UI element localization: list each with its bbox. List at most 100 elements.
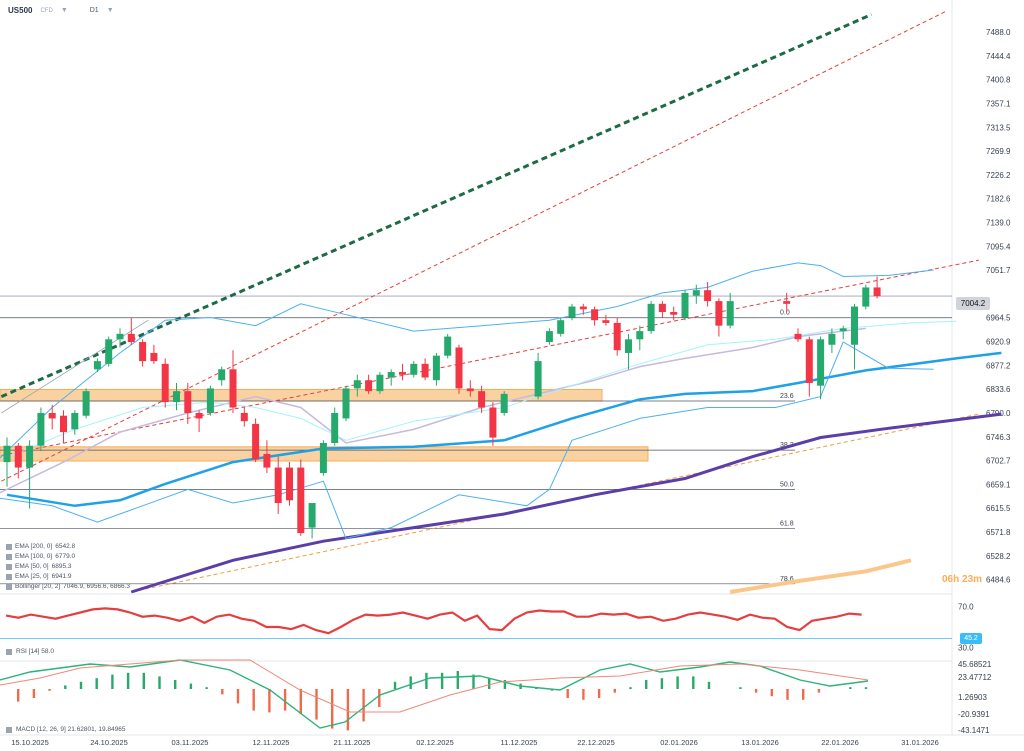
candle-bearish [252, 423, 260, 460]
timeframe-label[interactable]: D1 [89, 7, 99, 14]
candle-bullish [692, 290, 700, 296]
date-tick-label: 12.11.2025 [253, 738, 290, 747]
bollinger-lower [0, 341, 934, 540]
rsi-legend[interactable]: RSI [14] 58.0 [6, 648, 54, 655]
macd-histogram-bar [676, 676, 679, 689]
legend-value: 6941.9 [51, 573, 72, 580]
price-tick-label: 6528.2 [986, 552, 1011, 561]
macd-histogram-bar [817, 689, 821, 693]
fib-level-label: 50.0 [780, 481, 794, 488]
macd-histogram-bar [440, 672, 444, 689]
candle-bearish [150, 352, 158, 362]
indicator-icon [6, 726, 12, 733]
candle-bullish [353, 380, 361, 389]
macd-histogram-bar [252, 689, 255, 711]
ema200-line [130, 412, 1002, 594]
legend-ema25[interactable]: EMA [25, 0] 6941.9 [6, 572, 130, 582]
macd-histogram-bar [362, 689, 365, 722]
macd-histogram-bar [346, 689, 350, 731]
rsi-legend-label: RSI [14] 58.0 [16, 648, 54, 655]
candle-bearish [240, 412, 248, 422]
macd-histogram-bar [566, 689, 569, 698]
date-tick-label: 22.12.2025 [577, 738, 615, 747]
candle-bearish [195, 412, 203, 419]
candle-bearish [466, 388, 474, 392]
candle-bullish [105, 339, 113, 364]
legend-ema200[interactable]: EMA [200, 0] 6542.8 [6, 542, 130, 552]
candle-bearish [794, 333, 802, 340]
candle-bullish [828, 333, 836, 345]
macd-histogram-bar [754, 689, 758, 693]
macd-histogram-bar [32, 689, 36, 698]
macd-histogram-bar [425, 672, 428, 689]
candle-bearish [455, 347, 463, 389]
macd-histogram-bar [126, 672, 130, 689]
chevron-down-icon[interactable]: ▼ [106, 7, 114, 14]
legend-ema100[interactable]: EMA [100, 0] 6779.0 [6, 552, 130, 562]
legend-label: EMA [25, 0] [15, 573, 49, 580]
candle-bearish [715, 301, 723, 326]
price-tick-label: 7095.4 [986, 242, 1011, 251]
indicator-icon [6, 564, 12, 570]
candle-bearish [48, 412, 56, 419]
candle-bullish [93, 361, 101, 370]
macd-tick-label: 23.47712 [958, 673, 992, 682]
macd-histogram-bar [660, 678, 664, 689]
legend-value: 6895.3 [51, 563, 72, 570]
candle-bullish [568, 306, 576, 318]
chart-header: US500 CFD ▼ D1 ▼ [8, 6, 114, 15]
candle-bullish [37, 412, 45, 446]
macd-histogram-bar [409, 676, 412, 689]
macd-histogram-bar [645, 680, 648, 689]
macd-histogram-bar [17, 689, 20, 702]
macd-histogram-bar [692, 676, 695, 689]
candle-bullish [681, 292, 689, 318]
legend-ema50[interactable]: EMA [50, 0] 6895.3 [6, 562, 130, 572]
macd-histogram-bar [64, 685, 67, 689]
grey-channel-line [1, 319, 149, 414]
candle-bullish [342, 388, 350, 419]
candle-bullish [851, 306, 858, 345]
macd-histogram-bar [189, 683, 193, 689]
date-tick-label: 02.01.2026 [660, 738, 698, 747]
candle-bearish [579, 306, 587, 310]
candle-bullish [218, 369, 226, 381]
candle-bullish [432, 355, 440, 381]
price-tick-label: 6746.3 [986, 433, 1011, 442]
price-tick-label: 6833.6 [986, 385, 1011, 394]
price-tick-label: 7313.5 [986, 123, 1011, 132]
price-tick-label: 7269.9 [986, 147, 1011, 156]
macd-legend[interactable]: MACD [12, 26, 9] 21.62801, 19.84965 [6, 726, 126, 733]
candle-bullish [636, 331, 644, 340]
price-tick-label: 7488.0 [986, 28, 1011, 37]
date-tick-label: 03.11.2025 [172, 738, 209, 747]
support-zone [0, 389, 603, 402]
macd-histogram-bar [174, 680, 177, 689]
indicator-icon [6, 584, 12, 590]
candle-bullish [817, 339, 825, 386]
date-tick-label: 31.01.2026 [901, 738, 939, 747]
candle-bearish [873, 287, 881, 297]
red-channel-line [1, 11, 946, 482]
macd-histogram-bar [48, 689, 51, 691]
legend-bollinger[interactable]: Bollinger [20, 2] 7046.9, 6956.6, 6866.3 [6, 582, 130, 592]
macd-histogram-bar [613, 689, 616, 693]
source-label: CFD [40, 7, 53, 14]
price-tick-label: 6484.6 [986, 576, 1011, 585]
candle-bullish [726, 301, 734, 326]
macd-signal-line [0, 659, 869, 713]
candle-bullish [331, 412, 339, 443]
price-tick-label: 6659.1 [986, 480, 1011, 489]
candle-bearish [613, 322, 621, 351]
candle-bearish [60, 415, 67, 433]
macd-legend-label: MACD [12, 26, 9] 21.62801, 19.84965 [16, 726, 126, 733]
ema50-line [6, 351, 1002, 508]
chevron-down-icon[interactable]: ▼ [60, 7, 68, 14]
candle-bearish [658, 303, 666, 313]
candle-bearish [286, 467, 293, 501]
macd-tick-label: -20.9391 [958, 710, 990, 719]
symbol-label[interactable]: US500 [8, 6, 33, 15]
legend-label: EMA [100, 0] [15, 553, 53, 560]
macd-histogram-bar [739, 687, 742, 689]
